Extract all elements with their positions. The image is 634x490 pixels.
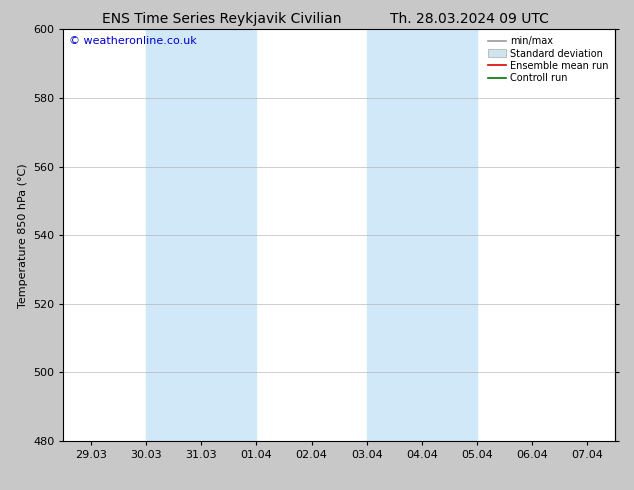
Legend: min/max, Standard deviation, Ensemble mean run, Controll run: min/max, Standard deviation, Ensemble me… <box>486 34 610 85</box>
Bar <box>146 29 256 441</box>
Text: © weatheronline.co.uk: © weatheronline.co.uk <box>69 36 197 46</box>
Text: ENS Time Series Reykjavik Civilian: ENS Time Series Reykjavik Civilian <box>102 12 342 26</box>
Bar <box>366 29 477 441</box>
Text: Th. 28.03.2024 09 UTC: Th. 28.03.2024 09 UTC <box>390 12 548 26</box>
Y-axis label: Temperature 850 hPa (°C): Temperature 850 hPa (°C) <box>18 163 27 308</box>
